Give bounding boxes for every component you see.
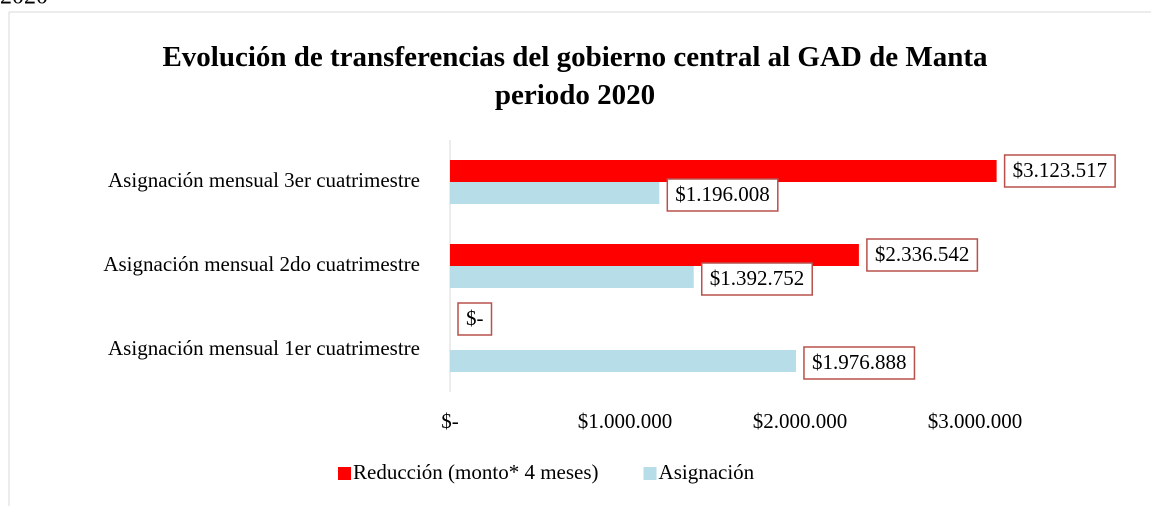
- bar: [450, 182, 660, 204]
- x-tick-label: $-: [441, 409, 459, 433]
- legend-swatch: [338, 467, 351, 480]
- y-tick-label: Asignación mensual 1er cuatrimestre: [108, 336, 420, 360]
- data-label: $-: [466, 306, 484, 330]
- bar: [450, 350, 796, 372]
- note: 2020: [0, 0, 48, 10]
- data-label: $2.336.542: [875, 242, 970, 266]
- bar: [450, 244, 859, 266]
- data-label-box: [666, 178, 779, 212]
- data-label-box: [457, 302, 493, 336]
- data-label-box: [866, 238, 979, 272]
- bar: [450, 160, 997, 182]
- data-label-box: [803, 346, 916, 380]
- data-label-box: [1003, 154, 1116, 188]
- legend-label: Asignación: [659, 460, 755, 484]
- data-label: $1.976.888: [812, 350, 907, 374]
- y-tick-label: Asignación mensual 2do cuatrimestre: [103, 252, 420, 276]
- data-label: $1.196.008: [675, 182, 770, 206]
- data-label: $3.123.517: [1013, 158, 1108, 182]
- legend-label: Reducción (monto* 4 meses): [353, 460, 599, 484]
- x-tick-label: $2.000.000: [753, 409, 848, 433]
- x-tick-label: $1.000.000: [578, 409, 673, 433]
- chart-title: Evolución de transferencias del gobierno…: [162, 41, 988, 111]
- legend-swatch: [643, 467, 657, 480]
- x-tick-label: $3.000.000: [928, 409, 1023, 433]
- data-label: $1.392.752: [710, 266, 805, 290]
- data-label-box: [700, 262, 813, 296]
- bar: [450, 266, 694, 288]
- y-tick-label: Asignación mensual 3er cuatrimestre: [108, 168, 420, 192]
